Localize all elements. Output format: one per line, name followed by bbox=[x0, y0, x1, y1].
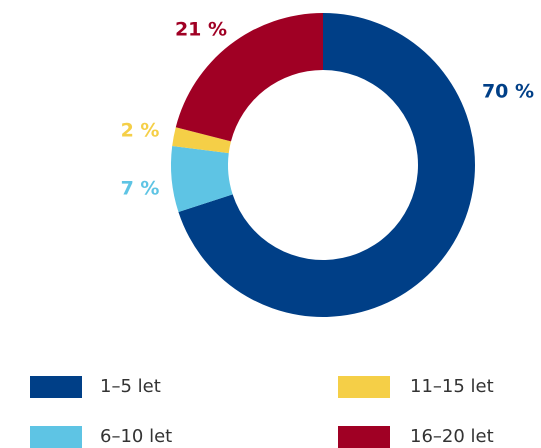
value-label: 7 % bbox=[121, 178, 160, 200]
value-label: 21 % bbox=[175, 19, 227, 41]
value-label: 2 % bbox=[121, 120, 160, 142]
donut-segment bbox=[172, 127, 231, 154]
legend-swatch bbox=[30, 376, 82, 398]
legend-label: 1–5 let bbox=[100, 376, 161, 397]
legend-label: 6–10 let bbox=[100, 426, 172, 447]
legend-swatch bbox=[338, 426, 390, 448]
donut-segment bbox=[178, 13, 476, 317]
legend-swatch bbox=[338, 376, 390, 398]
legend-label: 11–15 let bbox=[410, 376, 494, 397]
donut-segment bbox=[175, 13, 323, 142]
legend-swatch bbox=[30, 426, 82, 448]
value-label: 70 % bbox=[482, 81, 534, 103]
legend-label: 16–20 let bbox=[410, 426, 494, 447]
donut-segment bbox=[170, 145, 233, 212]
